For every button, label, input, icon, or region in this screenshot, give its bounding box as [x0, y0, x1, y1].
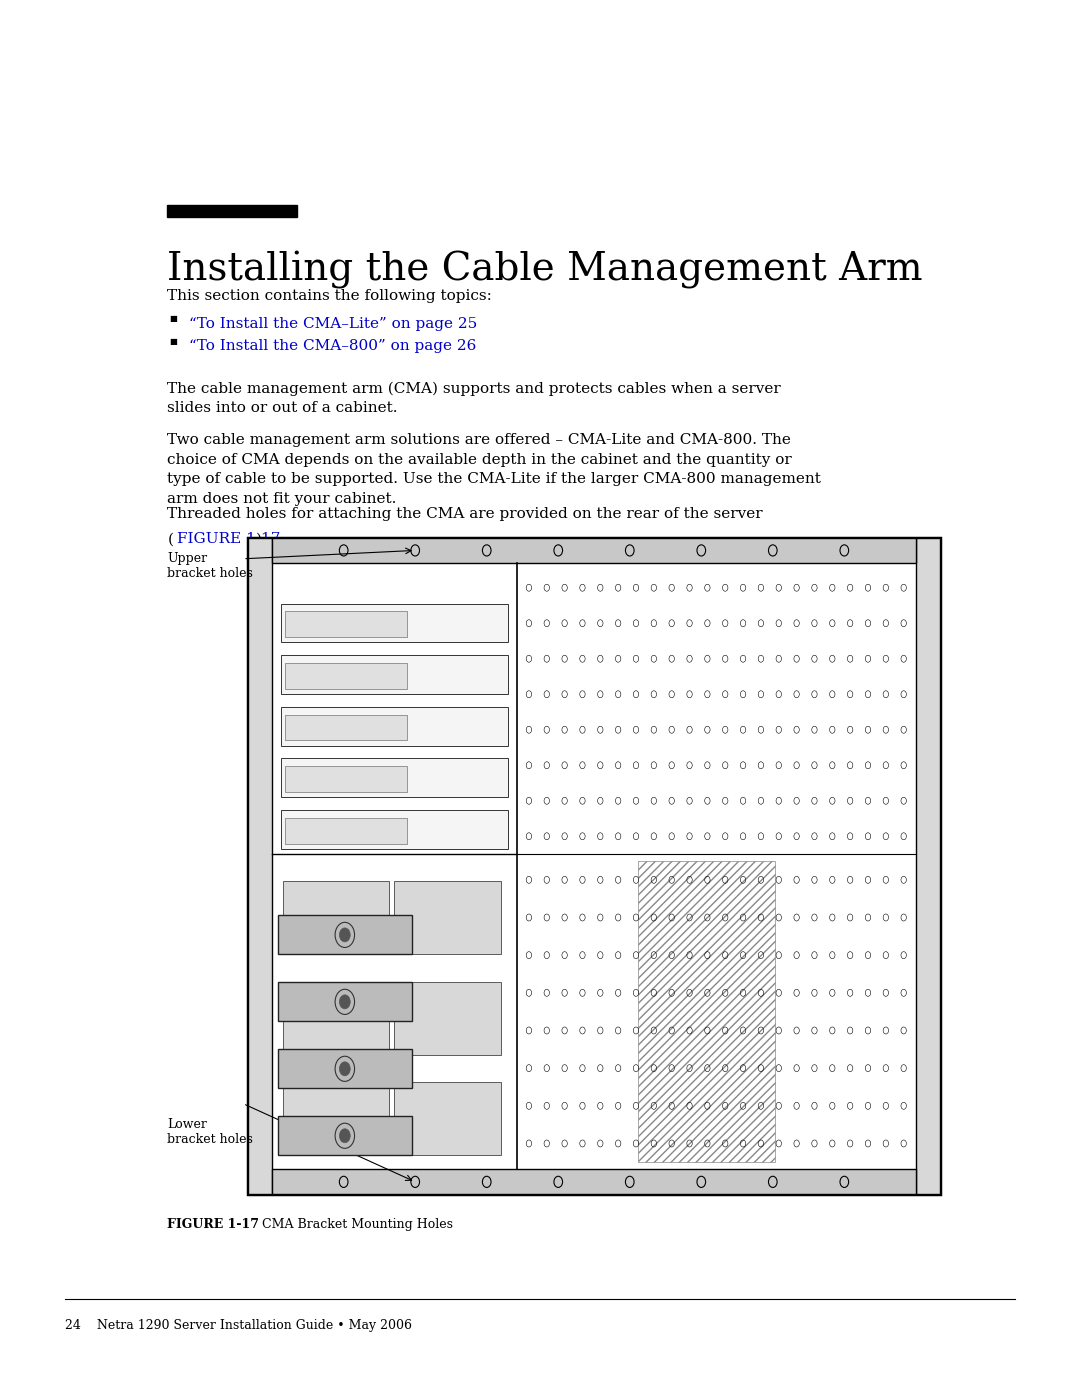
- Text: “To Install the CMA–800” on page 26: “To Install the CMA–800” on page 26: [189, 339, 476, 353]
- Bar: [283, 982, 389, 1055]
- Bar: [281, 655, 508, 694]
- Bar: [285, 715, 407, 740]
- Bar: [394, 1083, 500, 1155]
- Text: “To Install the CMA–Lite” on page 25: “To Install the CMA–Lite” on page 25: [189, 317, 477, 331]
- Bar: [281, 604, 508, 643]
- Bar: [638, 861, 775, 1162]
- Bar: [281, 759, 508, 798]
- Text: Lower
bracket holes: Lower bracket holes: [167, 1118, 254, 1146]
- Text: The cable management arm (CMA) supports and protects cables when a server
slides: The cable management arm (CMA) supports …: [167, 381, 781, 415]
- Text: ).: ).: [256, 532, 267, 546]
- Text: 24    Netra 1290 Server Installation Guide • May 2006: 24 Netra 1290 Server Installation Guide …: [65, 1319, 411, 1331]
- Text: Two cable management arm solutions are offered – CMA-Lite and CMA-800. The
choic: Two cable management arm solutions are o…: [167, 433, 821, 506]
- Bar: [281, 707, 508, 746]
- Bar: [167, 205, 297, 217]
- Circle shape: [339, 928, 350, 942]
- Bar: [285, 766, 407, 792]
- Text: ■: ■: [170, 337, 177, 345]
- Circle shape: [339, 1129, 350, 1143]
- Text: ■: ■: [170, 314, 177, 323]
- Bar: [272, 538, 916, 563]
- Bar: [281, 810, 508, 849]
- Bar: [285, 664, 407, 689]
- Text: Threaded holes for attaching the CMA are provided on the rear of the server: Threaded holes for attaching the CMA are…: [167, 507, 764, 521]
- Bar: [278, 982, 413, 1021]
- Bar: [248, 538, 940, 1194]
- Bar: [285, 612, 407, 637]
- Text: Installing the Cable Management Arm: Installing the Cable Management Arm: [167, 251, 923, 289]
- Bar: [916, 538, 940, 1194]
- Text: CMA Bracket Mounting Holes: CMA Bracket Mounting Holes: [254, 1218, 453, 1231]
- Bar: [248, 538, 272, 1194]
- Bar: [283, 1083, 389, 1155]
- Text: Upper
bracket holes: Upper bracket holes: [167, 552, 254, 580]
- Text: This section contains the following topics:: This section contains the following topi…: [167, 289, 492, 303]
- Bar: [283, 882, 389, 954]
- Circle shape: [339, 1062, 350, 1076]
- Bar: [278, 915, 413, 954]
- Bar: [278, 1049, 413, 1088]
- Bar: [394, 882, 500, 954]
- Bar: [278, 1116, 413, 1155]
- Text: FIGURE 1-17: FIGURE 1-17: [167, 1218, 259, 1231]
- Circle shape: [339, 995, 350, 1009]
- Bar: [394, 982, 500, 1055]
- Text: FIGURE 1-17: FIGURE 1-17: [177, 532, 281, 546]
- Text: (: (: [167, 532, 174, 546]
- Bar: [272, 1169, 916, 1194]
- Bar: [285, 817, 407, 844]
